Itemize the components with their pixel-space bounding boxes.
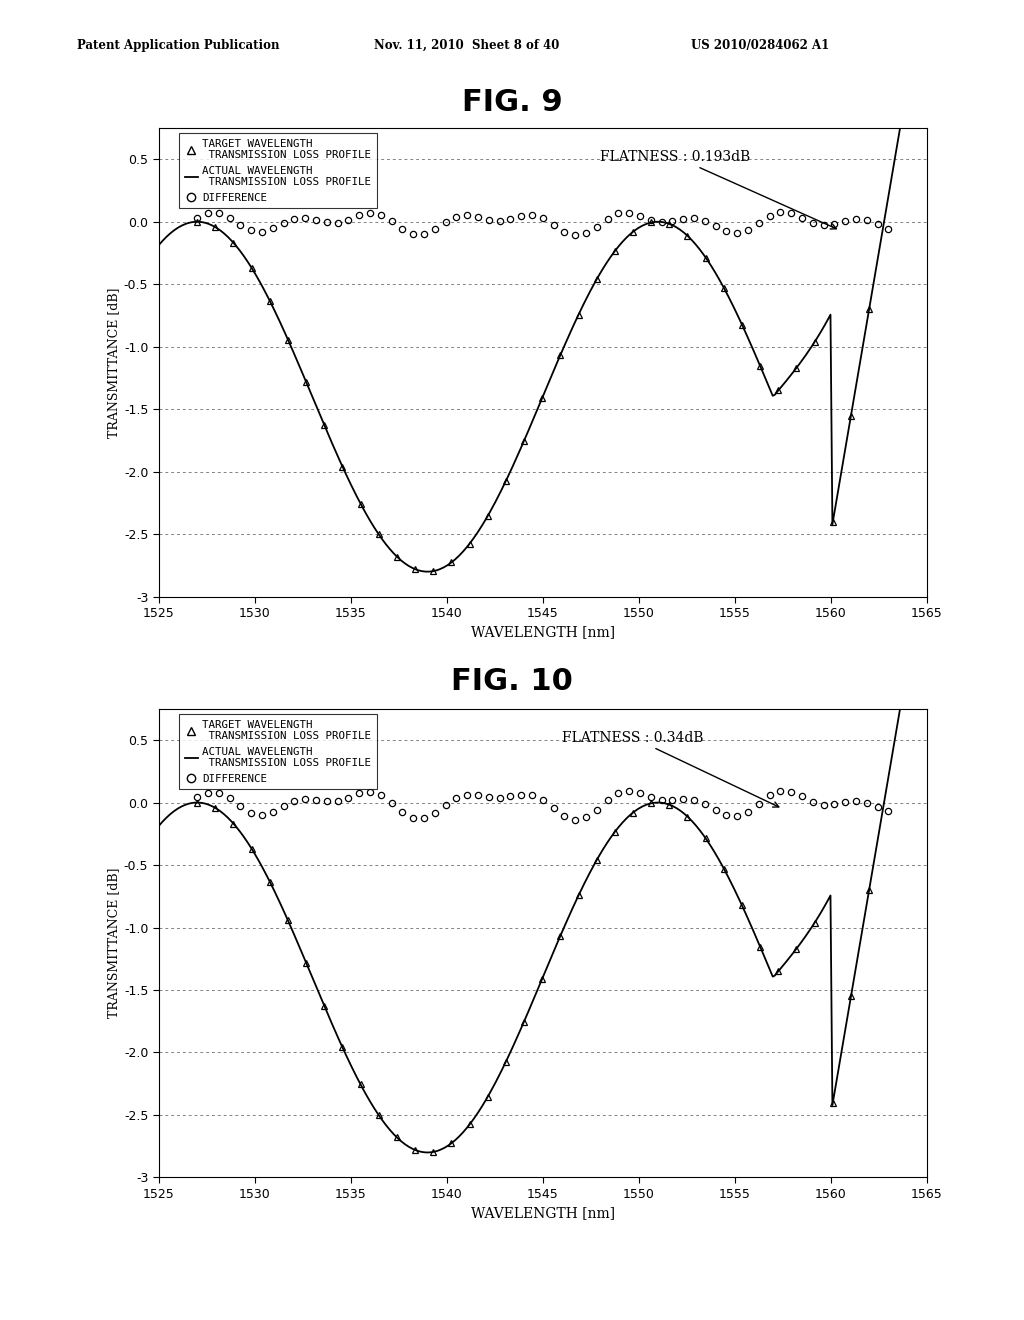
Legend: TARGET WAVELENGTH
 TRANSMISSION LOSS PROFILE, ACTUAL WAVELENGTH
 TRANSMISSION LO: TARGET WAVELENGTH TRANSMISSION LOSS PROF… bbox=[179, 714, 377, 789]
Text: FIG. 9: FIG. 9 bbox=[462, 88, 562, 117]
Text: Nov. 11, 2010  Sheet 8 of 40: Nov. 11, 2010 Sheet 8 of 40 bbox=[374, 40, 559, 51]
Text: FLATNESS : 0.34dB: FLATNESS : 0.34dB bbox=[562, 730, 779, 807]
Legend: TARGET WAVELENGTH
 TRANSMISSION LOSS PROFILE, ACTUAL WAVELENGTH
 TRANSMISSION LO: TARGET WAVELENGTH TRANSMISSION LOSS PROF… bbox=[179, 133, 377, 209]
X-axis label: WAVELENGTH [nm]: WAVELENGTH [nm] bbox=[471, 1206, 614, 1221]
Text: US 2010/0284062 A1: US 2010/0284062 A1 bbox=[691, 40, 829, 51]
Text: Patent Application Publication: Patent Application Publication bbox=[77, 40, 280, 51]
Y-axis label: TRANSMITTANCE [dB]: TRANSMITTANCE [dB] bbox=[106, 286, 120, 438]
Text: FLATNESS : 0.193dB: FLATNESS : 0.193dB bbox=[600, 149, 837, 228]
Y-axis label: TRANSMITTANCE [dB]: TRANSMITTANCE [dB] bbox=[106, 867, 120, 1019]
Text: FIG. 10: FIG. 10 bbox=[451, 668, 573, 697]
X-axis label: WAVELENGTH [nm]: WAVELENGTH [nm] bbox=[471, 626, 614, 640]
